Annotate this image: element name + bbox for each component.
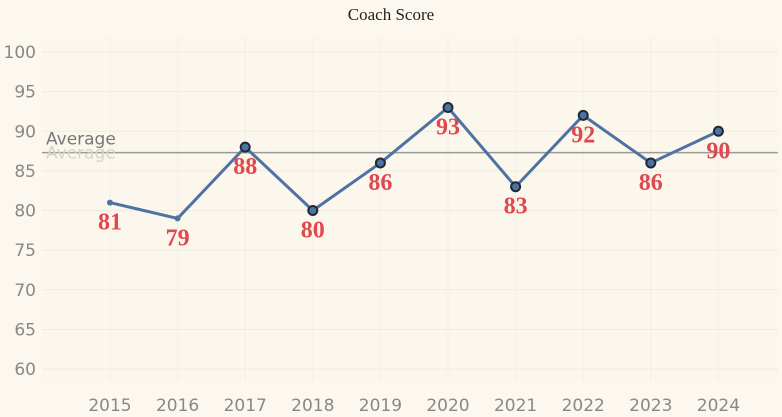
data-point bbox=[645, 157, 657, 169]
x-tick-label: 2015 bbox=[88, 396, 131, 416]
x-tick-label: 2017 bbox=[224, 396, 267, 416]
y-tick-label: 95 bbox=[14, 83, 36, 103]
y-tick-label: 65 bbox=[14, 320, 36, 340]
series-polyline bbox=[109, 105, 720, 220]
data-label: 86 bbox=[368, 170, 392, 196]
data-point bbox=[577, 109, 589, 121]
x-tick-label: 2018 bbox=[291, 396, 334, 416]
data-point bbox=[510, 181, 522, 193]
y-tick-label: 75 bbox=[14, 241, 36, 261]
data-points bbox=[107, 101, 724, 222]
chart-title: Coach Score bbox=[348, 5, 434, 24]
x-tick-label: 2020 bbox=[426, 396, 469, 416]
x-tick-label: 2019 bbox=[359, 396, 402, 416]
gridlines bbox=[42, 38, 778, 382]
average-label-ghost: Average bbox=[46, 144, 116, 164]
y-tick-label: 60 bbox=[14, 360, 36, 380]
data-point bbox=[374, 157, 386, 169]
data-labels: 81 79 88 80 86 93 83 92 86 90 bbox=[98, 114, 730, 251]
data-label: 86 bbox=[639, 170, 663, 196]
x-tick-label: 2022 bbox=[562, 396, 605, 416]
data-label: 83 bbox=[504, 194, 528, 220]
data-point bbox=[442, 101, 454, 113]
data-point bbox=[307, 205, 319, 216]
average-label: Average bbox=[46, 130, 116, 150]
x-tick-label: 2021 bbox=[494, 396, 537, 416]
data-point bbox=[174, 215, 181, 222]
data-label: 93 bbox=[436, 114, 460, 140]
data-point bbox=[239, 141, 251, 153]
y-tick-label: 90 bbox=[14, 122, 36, 142]
y-tick-label: 85 bbox=[14, 162, 36, 182]
data-point bbox=[712, 125, 724, 137]
data-label: 90 bbox=[706, 138, 730, 164]
data-point bbox=[107, 199, 113, 206]
y-axis: 60 65 70 75 80 85 90 95 100 bbox=[4, 43, 36, 380]
x-axis: 2015 2016 2017 2018 2019 2020 2021 2022 2023 2024 bbox=[88, 396, 740, 416]
data-label: 88 bbox=[233, 154, 257, 180]
x-tick-label: 2024 bbox=[697, 396, 740, 416]
data-label: 80 bbox=[301, 218, 325, 244]
y-tick-label: 80 bbox=[14, 202, 36, 222]
data-label: 81 bbox=[98, 210, 122, 236]
data-label: 79 bbox=[166, 225, 190, 251]
y-tick-label: 100 bbox=[4, 43, 36, 63]
x-tick-label: 2023 bbox=[629, 396, 672, 416]
data-label: 92 bbox=[571, 122, 595, 148]
y-tick-label: 70 bbox=[14, 281, 36, 301]
x-tick-label: 2016 bbox=[156, 396, 199, 416]
series-line bbox=[109, 105, 720, 220]
